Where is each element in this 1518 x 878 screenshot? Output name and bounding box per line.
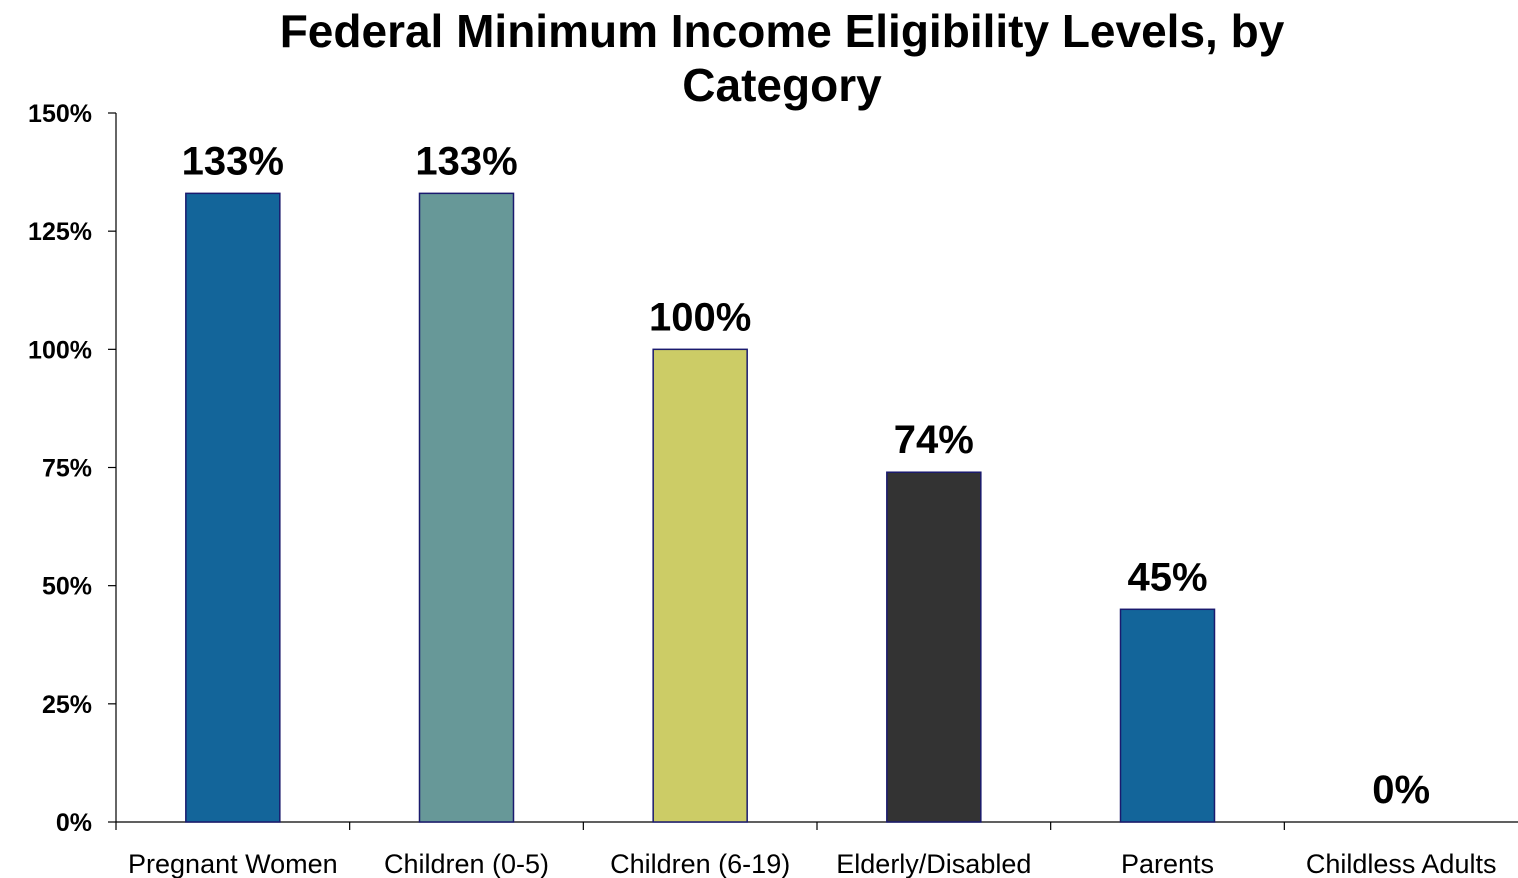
bar-3 <box>652 348 748 823</box>
y-tick-label: 50% <box>42 573 92 601</box>
bar-2 <box>418 192 515 823</box>
y-tick-label: 100% <box>28 336 92 364</box>
data-label: 100% <box>649 295 751 339</box>
y-tick-label: 75% <box>42 455 92 483</box>
x-tick-label: Pregnant Women <box>128 849 338 878</box>
y-tick-label: 0% <box>56 809 92 837</box>
y-tick-label: 125% <box>28 218 92 246</box>
y-tick-label: 150% <box>28 100 92 128</box>
data-label: 0% <box>1372 768 1430 812</box>
chart-title: Federal Minimum Income Eligibility Level… <box>279 5 1285 111</box>
data-label: 74% <box>894 418 974 462</box>
bar-5 <box>1119 608 1216 823</box>
x-tick-label: Childless Adults <box>1306 849 1497 878</box>
bar-1 <box>185 192 281 823</box>
data-label: 45% <box>1127 555 1207 599</box>
data-label: 133% <box>182 139 284 183</box>
x-tick-label: Parents <box>1121 849 1214 878</box>
data-label: 133% <box>415 139 517 183</box>
y-tick-label: 25% <box>42 691 92 719</box>
bar-4 <box>886 471 982 823</box>
x-tick-label: Children (0-5) <box>384 849 549 878</box>
x-tick-label: Children (6-19) <box>610 849 790 878</box>
x-tick-label: Elderly/Disabled <box>836 849 1031 878</box>
